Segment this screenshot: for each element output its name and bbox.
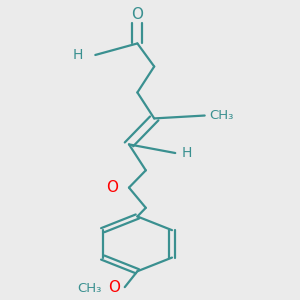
Text: O: O: [106, 180, 119, 195]
Text: H: H: [182, 146, 192, 160]
Text: O: O: [109, 280, 121, 295]
Text: CH₃: CH₃: [209, 109, 233, 122]
Text: O: O: [131, 7, 143, 22]
Text: H: H: [72, 48, 83, 62]
Text: CH₃: CH₃: [77, 282, 102, 295]
